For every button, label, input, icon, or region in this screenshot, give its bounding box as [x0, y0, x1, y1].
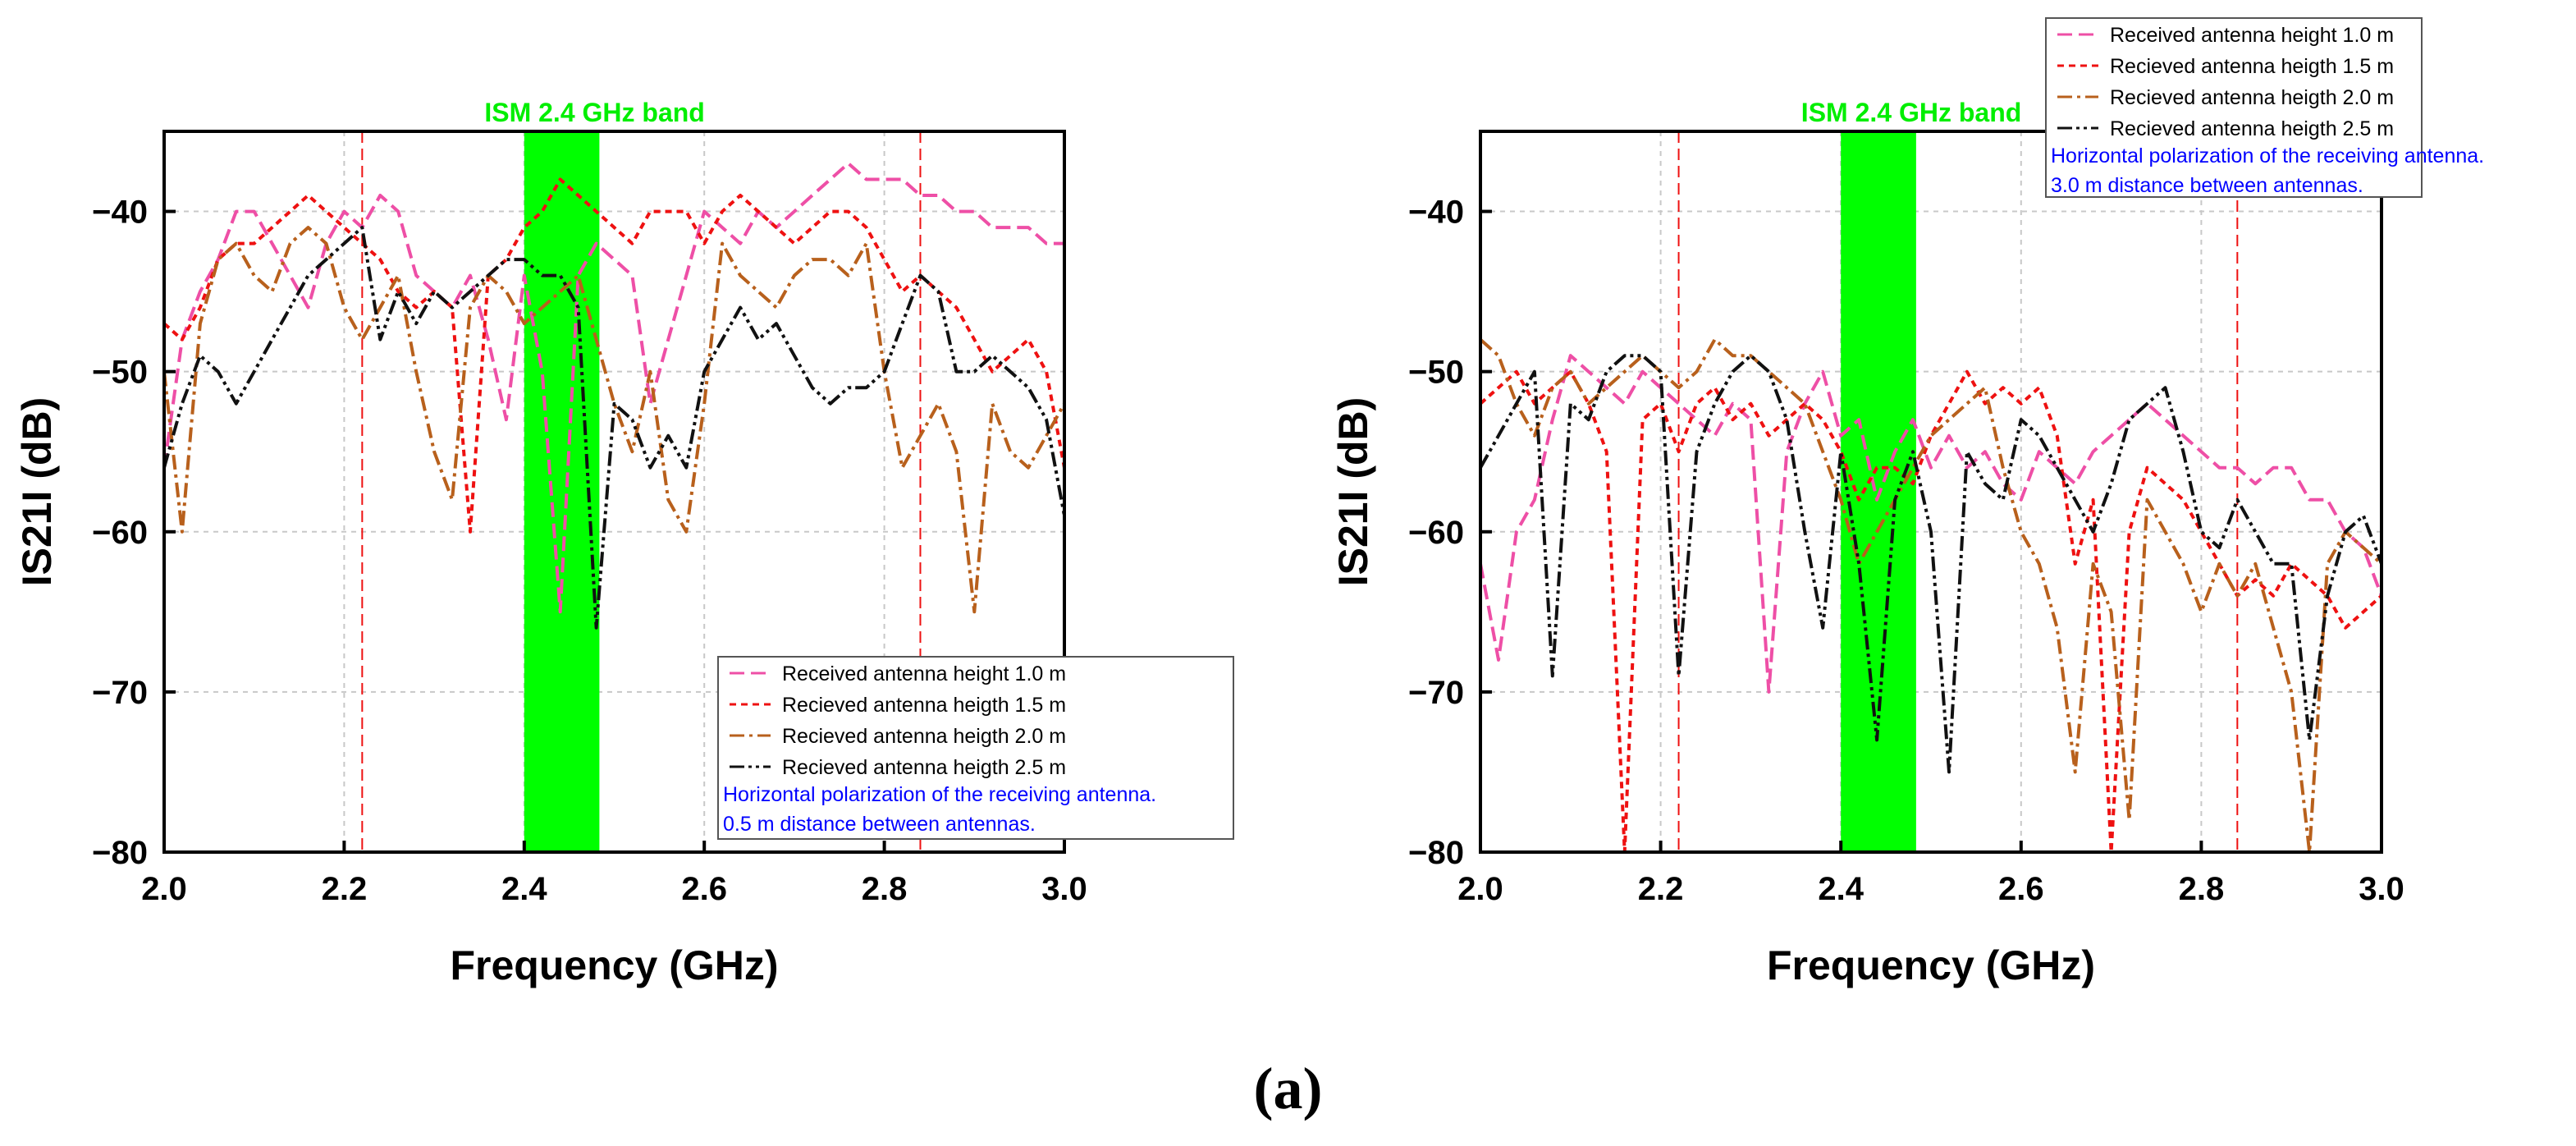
y-tick-label: −50	[92, 355, 148, 391]
legend-label-2: Recieved antenna heigth 1.5 m	[2110, 55, 2394, 78]
plot-frame	[1479, 130, 2383, 854]
series-line-4	[1480, 354, 2382, 774]
legend-box	[2045, 17, 2423, 198]
legend: Received antenna height 1.0 m Recieved an…	[2045, 17, 2484, 198]
legend-label-4: Recieved antenna heigth 2.5 m	[782, 756, 1066, 779]
y-tick-label: −40	[92, 195, 148, 231]
y-tick-label: −80	[1408, 835, 1464, 871]
series-line-1	[1480, 354, 2382, 694]
series-group	[1480, 337, 2382, 852]
x-tick-label: 3.0	[2359, 871, 2404, 907]
series-line-3	[1480, 337, 2382, 852]
legend-label-2: Recieved antenna heigth 1.5 m	[782, 694, 1066, 717]
series-line-2	[164, 177, 1064, 534]
y-tick-label: −60	[1408, 515, 1464, 551]
x-tick-label: 2.4	[501, 871, 547, 907]
series-line-2	[1480, 369, 2382, 852]
y-tick-label: −50	[1408, 355, 1464, 391]
x-tick-label: 2.6	[681, 871, 727, 907]
legend-label-3: Recieved antenna heigth 2.0 m	[782, 725, 1066, 748]
x-tick-label: 2.8	[2179, 871, 2225, 907]
legend-note-line: Horizontal polarization of the receiving…	[2051, 144, 2484, 167]
figure-caption: (a)	[1253, 1056, 1323, 1121]
legend-box	[717, 656, 1234, 840]
x-tick-label: 2.0	[141, 871, 187, 907]
y-tick-label: −60	[92, 515, 148, 551]
legend-note-line: 3.0 m distance between antennas.	[2051, 174, 2363, 197]
ism-band	[524, 131, 600, 852]
y-tick-label: −40	[1408, 195, 1464, 231]
x-tick-label: 2.4	[1818, 871, 1864, 907]
series-group	[164, 162, 1064, 630]
x-axis-title: Frequency (GHz)	[1767, 942, 2095, 988]
legend-note-line: Horizontal polarization of the receiving…	[723, 783, 1156, 806]
y-tick-label: −70	[92, 675, 148, 711]
x-tick-label: 2.2	[1638, 871, 1684, 907]
band-label: ISM 2.4 GHz band	[1801, 98, 2021, 127]
y-tick-label: −80	[92, 835, 148, 871]
legend-label-1: Received antenna height 1.0 m	[782, 662, 1066, 685]
plot-frame	[162, 130, 1066, 854]
y-axis-title: IS21I (dB)	[1330, 397, 1376, 587]
x-tick-label: 2.0	[1457, 871, 1503, 907]
series-line-1	[164, 162, 1064, 614]
x-tick-label: 2.2	[322, 871, 368, 907]
y-axis-title: IS21I (dB)	[14, 397, 60, 587]
x-axis-title: Frequency (GHz)	[450, 942, 778, 988]
chart-1: 2.0 2.2 2.4 2.6 2.8 3.0 −80 −70 −60 −50 −40 Frequen…	[14, 98, 1234, 988]
series-line-4	[164, 226, 1064, 630]
chart-2: 2.0 2.2 2.4 2.6 2.8 3.0 −80 −70 −60 −50 −40 Frequen…	[1330, 17, 2484, 988]
legend-label-4: Recieved antenna heigth 2.5 m	[2110, 117, 2394, 140]
legend: Received antenna height 1.0 m Recieved an…	[717, 656, 1234, 840]
legend-note-line: 0.5 m distance between antennas.	[723, 813, 1036, 836]
x-tick-label: 2.6	[1998, 871, 2044, 907]
y-tick-label: −70	[1408, 675, 1464, 711]
x-tick-label: 3.0	[1041, 871, 1087, 907]
band-label: ISM 2.4 GHz band	[484, 98, 704, 127]
x-tick-label: 2.8	[862, 871, 908, 907]
legend-label-3: Recieved antenna heigth 2.0 m	[2110, 86, 2394, 109]
legend-label-1: Received antenna height 1.0 m	[2110, 24, 2394, 47]
